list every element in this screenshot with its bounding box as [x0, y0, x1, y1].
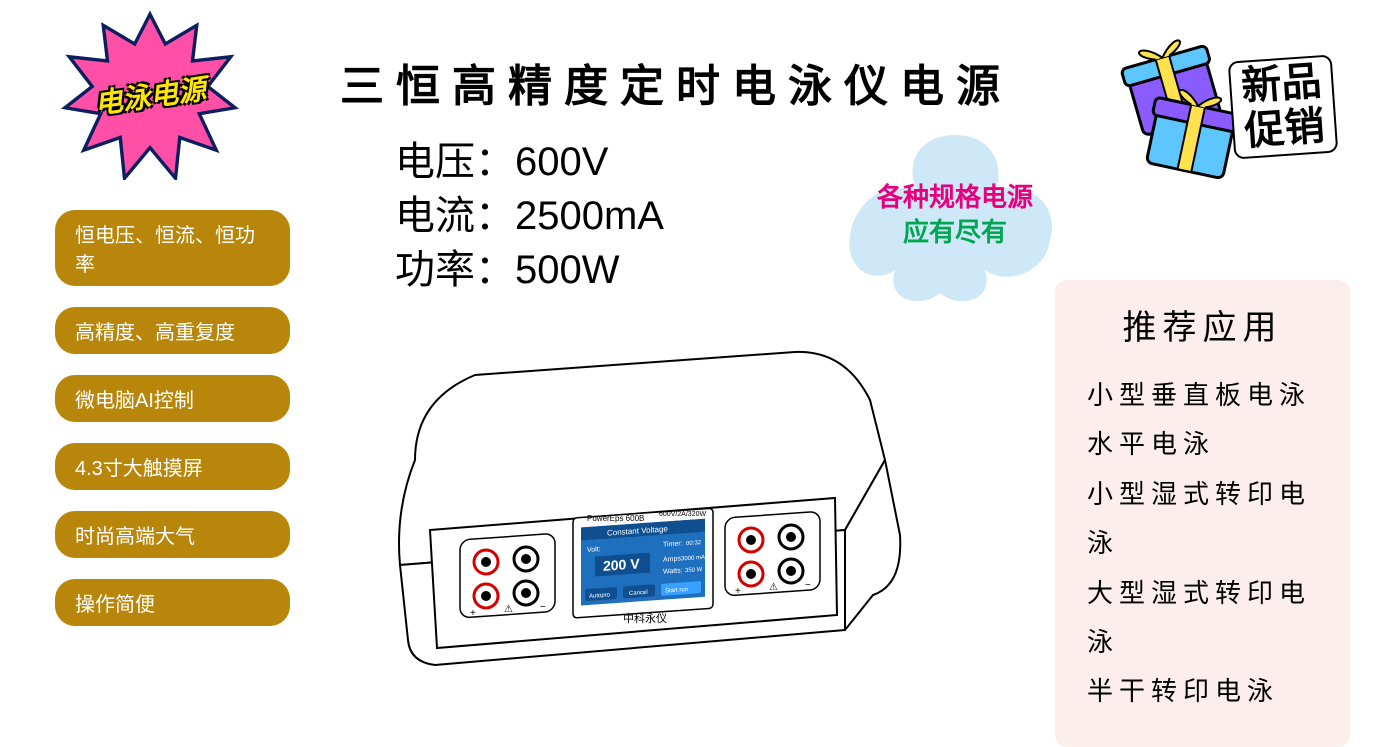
feature-pill: 时尚高端大气	[55, 511, 290, 558]
clover-callout: 各种规格电源 应有尽有	[840, 125, 1070, 305]
app-item: 小型垂直板电泳	[1087, 371, 1324, 420]
svg-text:Amps:: Amps:	[663, 555, 683, 563]
device-screen-main: 200 V	[603, 555, 640, 574]
spec-current-label: 电流：	[395, 194, 515, 238]
spec-voltage-label: 电压：	[395, 140, 515, 184]
device-model-left: PowerEps 600B	[587, 514, 644, 523]
device-model-right: 600V/2A/320W	[659, 511, 706, 518]
svg-text:Volt:: Volt:	[587, 546, 601, 554]
svg-text:+: +	[470, 608, 476, 619]
applications-title: 推荐应用	[1081, 300, 1324, 349]
promo-line2: 促销	[1243, 104, 1326, 154]
device-illustration: + ⚠ − + ⚠ − PowerEps 600B 600V/2A/320W	[325, 340, 965, 690]
feature-pill: 4.3寸大触摸屏	[55, 443, 290, 490]
svg-text:⚠: ⚠	[769, 582, 778, 593]
spec-power-value: 500W	[515, 248, 620, 292]
feature-pill: 高精度、高重复度	[55, 307, 290, 354]
clover-line2: 应有尽有	[877, 215, 1033, 250]
spec-current-value: 2500mA	[515, 194, 664, 238]
app-item: 小型湿式转印电泳	[1087, 470, 1324, 569]
spec-block: 电压：600V 电流：2500mA 功率：500W	[395, 135, 664, 297]
spec-voltage-value: 600V	[515, 140, 608, 184]
svg-text:−: −	[805, 580, 811, 591]
applications-panel: 推荐应用 小型垂直板电泳 水平电泳 小型湿式转印电泳 大型湿式转印电泳 半干转印…	[1055, 280, 1350, 747]
promo-text: 新品 促销	[1228, 54, 1339, 159]
product-title: 三恒高精度定时电泳仪电源	[340, 50, 1012, 114]
spec-power-label: 功率：	[395, 248, 515, 292]
svg-text:350 W: 350 W	[685, 567, 703, 574]
starburst-badge: 电泳电源	[60, 10, 240, 180]
app-item: 水平电泳	[1087, 420, 1324, 469]
feature-pill: 微电脑AI控制	[55, 375, 290, 422]
svg-text:00:32: 00:32	[686, 540, 702, 547]
svg-text:Timer:: Timer:	[663, 540, 683, 548]
clover-line1: 各种规格电源	[877, 180, 1033, 215]
device-brand: 中科永仪	[623, 611, 667, 625]
promo-line1: 新品	[1240, 59, 1323, 109]
feature-list: 恒电压、恒流、恒功率 高精度、高重复度 微电脑AI控制 4.3寸大触摸屏 时尚高…	[55, 210, 290, 626]
app-item: 大型湿式转印电泳	[1087, 569, 1324, 668]
svg-text:−: −	[540, 602, 546, 613]
app-item: 半干转印电泳	[1087, 667, 1324, 716]
clover-text: 各种规格电源 应有尽有	[877, 180, 1033, 250]
feature-pill: 操作简便	[55, 579, 290, 626]
svg-text:Watts:: Watts:	[663, 567, 683, 575]
promo-badge: 新品 促销	[1115, 30, 1345, 190]
feature-pill: 恒电压、恒流、恒功率	[55, 210, 290, 286]
svg-text:+: +	[735, 586, 741, 597]
svg-text:⚠: ⚠	[504, 604, 513, 615]
applications-list: 小型垂直板电泳 水平电泳 小型湿式转印电泳 大型湿式转印电泳 半干转印电泳	[1081, 371, 1324, 717]
